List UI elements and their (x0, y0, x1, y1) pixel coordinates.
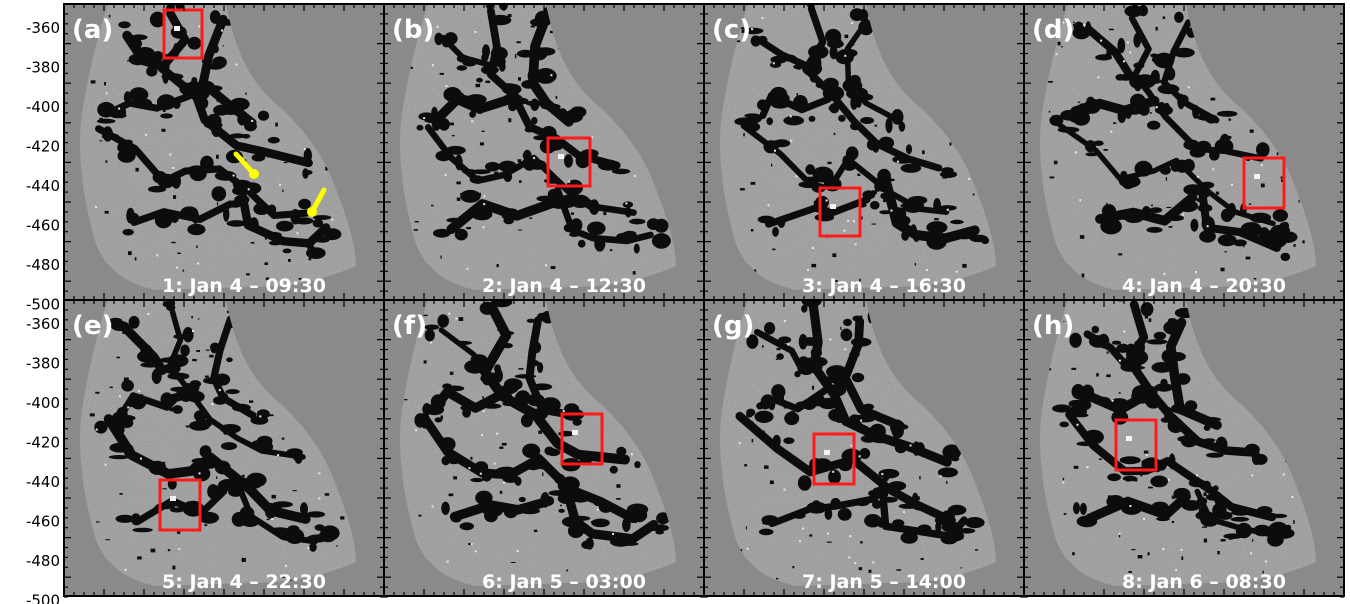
y-tick-label: -500 (26, 592, 60, 604)
panel-letter: (c) (712, 15, 751, 45)
y-tick-label: -420 (26, 138, 60, 156)
y-tick-label: -360 (26, 19, 60, 37)
network-lanes (727, 300, 987, 580)
y-tick-label: -480 (26, 552, 60, 570)
magnetogram-panel: (c) 3: Jan 4 – 16:30 (703, 3, 1025, 302)
y-tick-label: -380 (26, 355, 60, 373)
panel-letter: (e) (72, 311, 113, 341)
panel-grid: (a) 1: Jan 4 – 09:30 (b) 2: Jan 4 – 12:30 (c… (63, 3, 1345, 598)
panel-letter: (g) (712, 311, 754, 341)
panel-letter: (d) (1032, 15, 1074, 45)
y-tick-label: -420 (26, 434, 60, 452)
magnetogram-panel: (h) 8: Jan 6 – 08:30 (1023, 299, 1345, 598)
panel-timestamp-caption: 8: Jan 6 – 08:30 (1122, 571, 1286, 593)
y-tick-label: -480 (26, 256, 60, 274)
highlight-box (546, 136, 592, 188)
panel-timestamp-caption: 5: Jan 4 – 22:30 (162, 571, 326, 593)
yellow-arrow-marker (307, 187, 327, 217)
y-tick-label: -460 (26, 513, 60, 531)
y-axis: -360 -360 -380 -380 -400 -400 -420 -420 -440 -440… (26, 19, 60, 604)
yellow-arrow-marker (233, 151, 259, 179)
highlight-box (560, 412, 604, 466)
panel-timestamp-caption: 6: Jan 5 – 03:00 (482, 571, 646, 593)
y-tick-label: -440 (26, 177, 60, 195)
y-tick-label: -400 (26, 394, 60, 412)
highlight-box (162, 8, 204, 60)
y-tick-label: -400 (26, 98, 60, 116)
network-lanes (89, 300, 345, 583)
panel-letter: (a) (72, 15, 113, 45)
highlight-box (158, 478, 202, 532)
network-lanes (1046, 300, 1303, 574)
observed-region (399, 300, 676, 586)
y-tick-label: -380 (26, 59, 60, 77)
panel-timestamp-caption: 7: Jan 5 – 14:00 (802, 571, 966, 593)
magnetogram-panel: (f) 6: Jan 5 – 03:00 (383, 299, 705, 598)
network-lanes (1048, 4, 1308, 280)
magnetogram-panel: (b) 2: Jan 4 – 12:30 (383, 3, 705, 302)
network-lanes (84, 4, 342, 280)
observed-region (79, 300, 356, 586)
highlight-box (1242, 156, 1286, 210)
panel-letter: (f) (392, 311, 427, 341)
magnetogram-panel: (e) 5: Jan 4 – 22:30 (63, 299, 385, 598)
highlight-box (812, 432, 856, 486)
y-tick-label: -500 (26, 296, 60, 314)
panel-timestamp-caption: 1: Jan 4 – 09:30 (162, 275, 326, 297)
panel-timestamp-caption: 2: Jan 4 – 12:30 (482, 275, 646, 297)
network-lanes (409, 4, 671, 275)
y-tick-label: -360 (26, 315, 60, 333)
magnetogram-panel: (d) 4: Jan 4 – 20:30 (1023, 3, 1345, 302)
highlight-box (1114, 418, 1158, 472)
y-tick-label: -460 (26, 217, 60, 235)
panel-letter: (h) (1032, 311, 1074, 341)
highlight-box (818, 186, 862, 238)
observed-region (719, 300, 996, 586)
panel-timestamp-caption: 4: Jan 4 – 20:30 (1122, 275, 1286, 297)
panel-letter: (b) (392, 15, 434, 45)
magnetogram-panel: (a) 1: Jan 4 – 09:30 (63, 3, 385, 302)
panel-timestamp-caption: 3: Jan 4 – 16:30 (802, 275, 966, 297)
network-lanes (404, 300, 670, 578)
y-tick-label: -440 (26, 473, 60, 491)
network-lanes (728, 4, 990, 282)
magnetogram-panel: (g) 7: Jan 5 – 14:00 (703, 299, 1025, 598)
observed-region (79, 4, 356, 290)
